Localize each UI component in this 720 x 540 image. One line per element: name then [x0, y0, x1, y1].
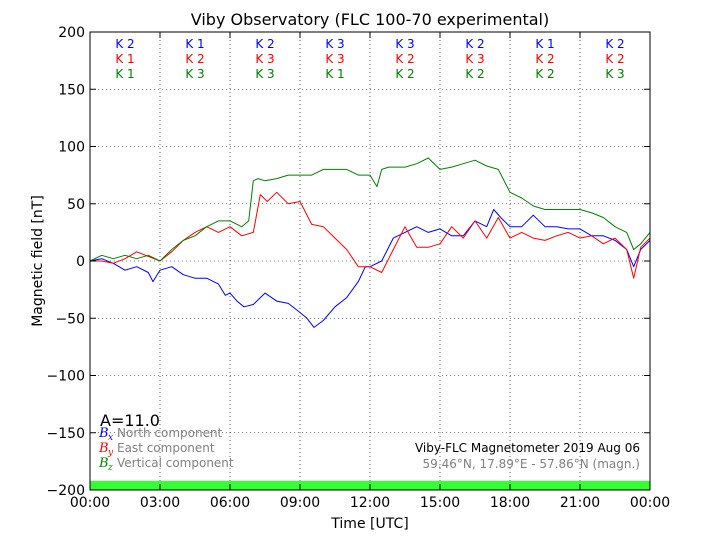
- k-index-label: K 1: [535, 37, 554, 51]
- k-index-label: K 1: [325, 67, 344, 81]
- k-index-label: K 3: [395, 37, 414, 51]
- x-tick-label: 09:00: [280, 495, 320, 511]
- x-tick-label: 00:00: [70, 495, 110, 511]
- k-index-label: K 1: [115, 52, 134, 66]
- y-tick-label: 100: [58, 140, 85, 156]
- k-index-label: K 2: [465, 67, 484, 81]
- x-tick-label: 00:00: [630, 495, 670, 511]
- x-axis-title: Time [UTC]: [330, 516, 408, 532]
- tick-layer: 00:00 03:00 06:00 09:00 12:00 15:00 18:00 21:00…: [47, 25, 671, 511]
- legend-text: North component: [117, 426, 223, 440]
- k-index-label: K 2: [115, 37, 134, 51]
- k-index-label: K 3: [255, 52, 274, 66]
- k-index-label: K 2: [255, 37, 274, 51]
- k-index-label: K 3: [255, 67, 274, 81]
- k-index-label: K 2: [605, 37, 624, 51]
- k-index-label: K 3: [605, 67, 624, 81]
- series-line-z: [89, 157, 651, 262]
- x-tick-label: 21:00: [560, 495, 600, 511]
- legend-subscript: z: [107, 463, 113, 473]
- k-index-label: K 3: [185, 67, 204, 81]
- y-tick-label: 0: [76, 254, 85, 270]
- k-index-label: K 3: [325, 37, 344, 51]
- legend-symbol: B: [98, 441, 109, 456]
- x-tick-label: 03:00: [140, 495, 180, 511]
- y-tick-label: −50: [55, 311, 85, 327]
- k-index-label: K 2: [535, 67, 554, 81]
- legend-symbol: B: [98, 426, 109, 441]
- x-tick-label: 15:00: [420, 495, 460, 511]
- k-index-label: K 2: [535, 52, 554, 66]
- y-axis-title: Magnetic field [nT]: [30, 195, 46, 327]
- k-index-label: K 1: [115, 67, 134, 81]
- grid-layer: [90, 32, 650, 490]
- y-tick-label: 50: [67, 197, 85, 213]
- y-tick-label: −150: [47, 426, 85, 442]
- series-line-x: [89, 209, 651, 328]
- x-tick-label: 18:00: [490, 495, 530, 511]
- k-index-label: K 2: [395, 67, 414, 81]
- legend-symbol: B: [98, 456, 109, 471]
- y-tick-label: 150: [58, 82, 85, 98]
- legend-subscript: x: [108, 433, 113, 443]
- legend-text: Vertical component: [117, 456, 234, 470]
- instrument-info: Viby-FLC Magnetometer 2019 Aug 06: [415, 441, 640, 455]
- k-index-label: K 2: [395, 52, 414, 66]
- y-tick-label: 200: [58, 25, 85, 41]
- k-index-label: K 1: [185, 37, 204, 51]
- k-index-label: K 2: [605, 52, 624, 66]
- series-line-y: [90, 191, 651, 279]
- k-index-label: K 2: [185, 52, 204, 66]
- k-index-label: K 3: [325, 52, 344, 66]
- series-layer: [89, 157, 651, 328]
- location-info: 59.46°N, 17.89°E - 57.86°N (magn.): [423, 457, 640, 471]
- x-tick-label: 12:00: [350, 495, 390, 511]
- legend-subscript: y: [107, 448, 114, 458]
- k-index-label: K 2: [465, 37, 484, 51]
- y-tick-label: −200: [47, 483, 85, 499]
- y-tick-label: −100: [47, 369, 85, 385]
- legend-text: East component: [117, 441, 215, 455]
- a-index-label: A=11.0: [100, 411, 160, 430]
- k-index-label: K 3: [465, 52, 484, 66]
- chart-title: Viby Observatory (FLC 100-70 experimenta…: [191, 10, 550, 29]
- x-tick-label: 06:00: [210, 495, 250, 511]
